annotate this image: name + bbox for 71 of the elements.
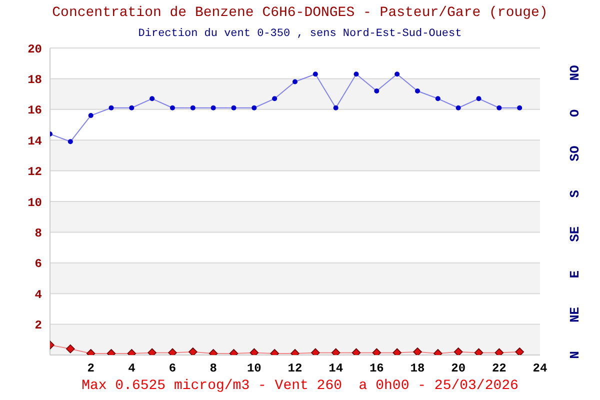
point (148, 348, 156, 355)
point (312, 72, 318, 77)
y-tick-label: 18 (28, 72, 42, 87)
point (292, 79, 298, 84)
point (333, 105, 338, 110)
y-tick-label: 4 (34, 288, 42, 302)
x-tick-label: 4 (128, 362, 136, 376)
point (494, 348, 504, 355)
point (190, 105, 196, 110)
point (454, 348, 463, 355)
x-tick-label: 24 (532, 362, 548, 376)
point (413, 348, 422, 355)
y-tick-label: 6 (34, 257, 42, 272)
point (456, 105, 461, 110)
text: N (568, 351, 582, 359)
text: SO (568, 146, 582, 162)
y-tick-label: 12 (28, 165, 42, 180)
x-tick-label: 2 (87, 362, 94, 376)
point (250, 348, 259, 355)
point (66, 344, 75, 354)
x-tick-label: 6 (168, 362, 176, 376)
point (474, 348, 484, 355)
y-tick-label: 14 (28, 134, 42, 148)
point (476, 96, 482, 102)
y-tick-label: 16 (28, 104, 42, 118)
point (372, 348, 382, 355)
point (496, 105, 502, 110)
point (517, 105, 522, 110)
x-tick-label: 18 (410, 362, 425, 376)
y-tick-label: 8 (34, 226, 42, 240)
point (394, 72, 400, 77)
y-tick-label: 2 (34, 318, 42, 333)
point (168, 348, 177, 355)
text: Max 0.6525 microg/m3 - Vent 260 a 0h00 - 25/03/2026 (80, 378, 520, 394)
point (150, 96, 155, 102)
point (352, 348, 361, 355)
x-tick-label: 10 (246, 362, 262, 376)
point (435, 96, 440, 102)
y-tick-label: 20 (28, 42, 42, 56)
point (331, 348, 340, 355)
x-tick-label: 12 (288, 362, 302, 376)
text: SE (568, 226, 582, 242)
text: NE (568, 306, 582, 323)
point (129, 105, 134, 110)
x-tick-label: 16 (369, 362, 384, 376)
point (311, 348, 320, 355)
text: O (568, 109, 582, 118)
x-tick-label: 14 (328, 362, 344, 376)
point (392, 348, 402, 355)
x-tick-label: 8 (210, 362, 217, 376)
point (515, 348, 524, 355)
chart-title: Concentration de Benzene C6H6-DONGES - Pasteur/Gare (rouge) (51, 5, 549, 21)
chart-subtitle: Direction du vent 0-350 , sens Nord-Est-Sud-Ouest (137, 28, 463, 40)
point (188, 348, 198, 355)
text: E (568, 270, 582, 278)
point (68, 139, 73, 144)
point (210, 105, 216, 110)
point (108, 105, 114, 110)
text: S (568, 190, 582, 198)
point (231, 105, 236, 110)
point (272, 96, 278, 102)
point (374, 88, 380, 94)
x-tick-label: 22 (492, 362, 506, 376)
point (415, 88, 420, 94)
text: NO (568, 64, 582, 81)
point (88, 113, 94, 118)
point (252, 105, 257, 110)
x-tick-label: 20 (451, 362, 466, 376)
y-tick-label: 10 (28, 196, 42, 210)
point (170, 105, 175, 110)
point (354, 72, 359, 77)
